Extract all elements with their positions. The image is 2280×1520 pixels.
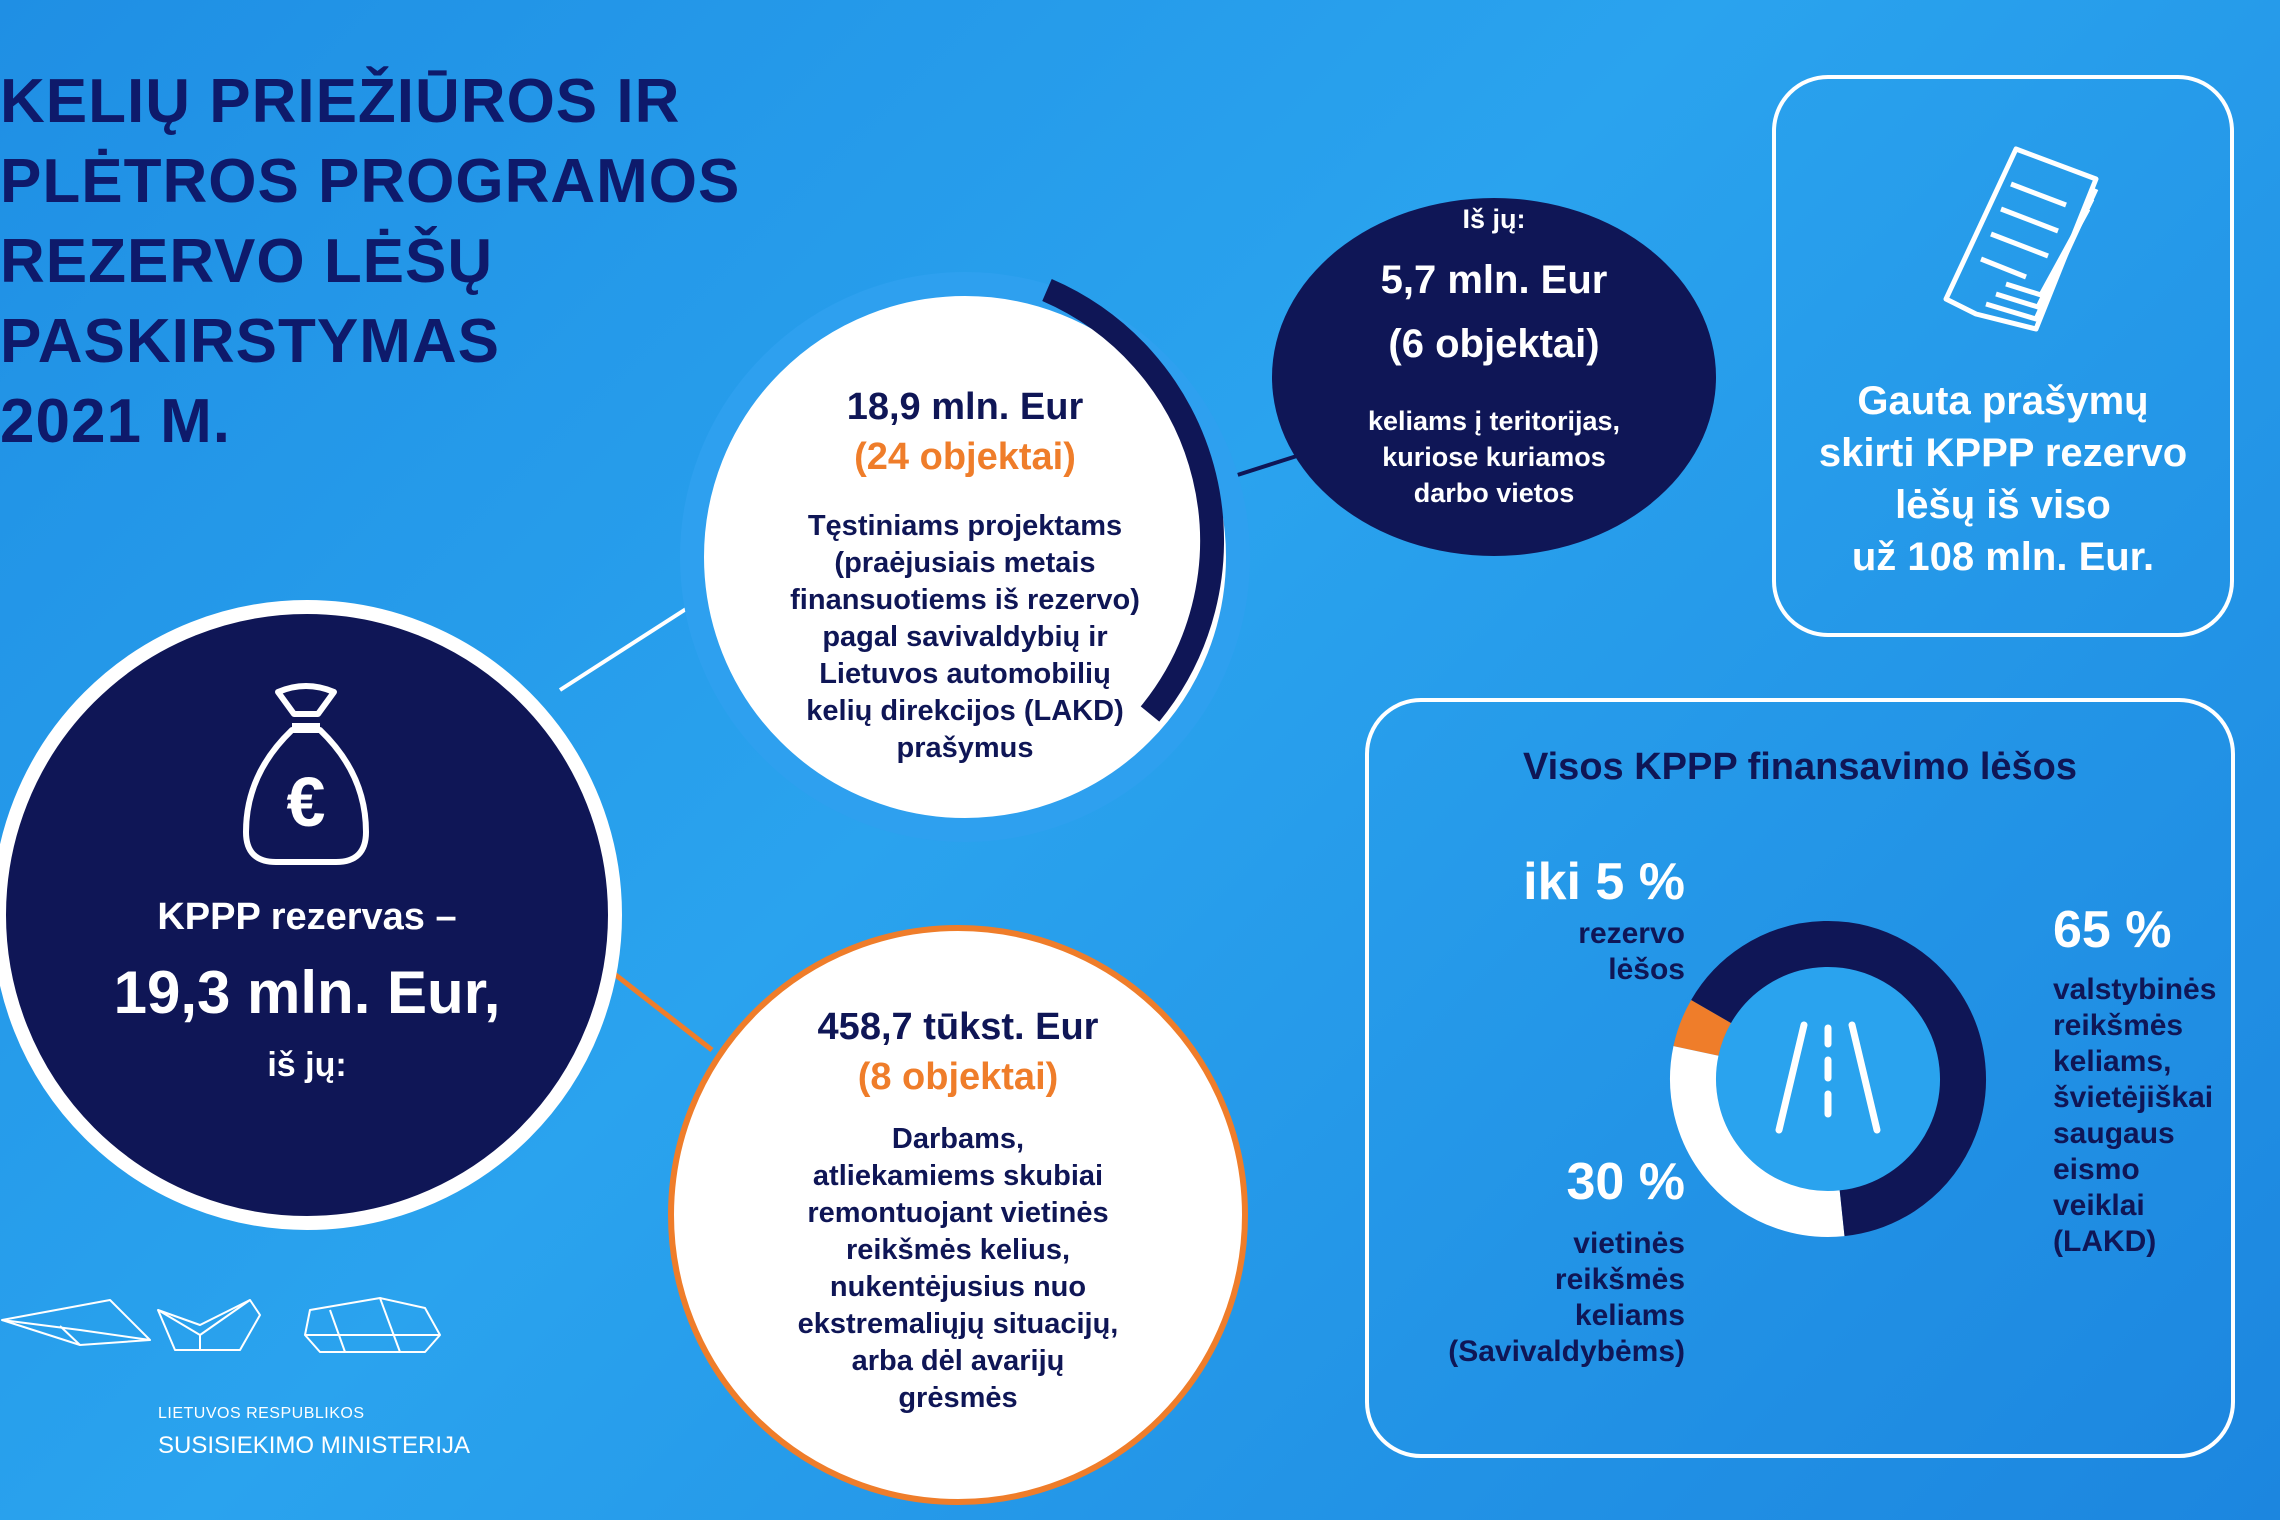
state-percent-label: valstybinės reikšmės keliams, švietėjišk… [2053, 973, 2217, 1258]
funding-box: Visos KPPP finansavimo lėšos iki 5 % rez… [1365, 698, 2235, 1458]
workplaces-objects: (6 objektai) [1388, 322, 1600, 366]
funding-donut-chart [1670, 921, 1986, 1237]
requests-box: Gauta prašymų skirti KPPP rezervo lėšų i… [1772, 75, 2234, 637]
state-percent: 65 % [2053, 901, 2172, 959]
donut-slice-local [1670, 1046, 1845, 1237]
continuing-value: 18,9 mln. Eur [846, 386, 1084, 428]
reserve-label: KPPP rezervas – [157, 896, 457, 938]
money-bag-euro-icon: € [243, 683, 369, 865]
ministry-logo-icon [1, 1297, 441, 1353]
logo-line-2: SUSISIEKIMO MINISTERIJA [158, 1432, 471, 1459]
continuing-description: Tęstiniams projektams (praėjusiais metai… [790, 510, 1140, 764]
local-percent: 30 % [1566, 1153, 1685, 1211]
workplaces-circle: Iš jų: 5,7 mln. Eur (6 objektai) keliams… [1272, 198, 1716, 556]
local-percent-label: vietinės reikšmės keliams (Savivaldybėms… [1448, 1227, 1685, 1368]
reserve-circle: € KPPP rezervas – 19,3 mln. Eur, iš jų: [0, 600, 622, 1230]
logo-line-1: LIETUVOS RESPUBLIKOS [158, 1405, 365, 1422]
urgent-works-circle: 458,7 tūkst. Eur (8 objektai) Darbams, a… [668, 925, 1248, 1505]
road-icon [1775, 1021, 1881, 1134]
svg-text:€: € [287, 763, 326, 841]
reserve-percent: iki 5 % [1523, 853, 1685, 911]
documents-icon [1943, 146, 2099, 332]
requests-text: Gauta prašymų skirti KPPP rezervo lėšų i… [1818, 379, 2188, 579]
workplaces-description: keliams į teritorijas, kuriose kuriamos … [1367, 406, 1621, 508]
urgent-description: Darbams, atliekamiems skubiai remontuoja… [797, 1123, 1119, 1414]
workplaces-label: Iš jų: [1462, 204, 1526, 234]
urgent-objects: (8 objektai) [857, 1056, 1059, 1098]
page-title: KELIŲ PRIEŽIŪROS IR PLĖTROS PROGRAMOS RE… [0, 67, 741, 456]
reserve-sub: iš jų: [267, 1046, 347, 1084]
progress-arc [1042, 278, 1225, 722]
workplaces-value: 5,7 mln. Eur [1380, 258, 1608, 302]
reserve-value: 19,3 mln. Eur, [113, 959, 501, 1026]
donut-slice-reserve [1673, 1000, 1732, 1057]
donut-slice-state [1691, 921, 1986, 1237]
reserve-percent-label: rezervo lėšos [1578, 917, 1685, 986]
funding-heading: Visos KPPP finansavimo lėšos [1522, 746, 2078, 788]
urgent-value: 458,7 tūkst. Eur [817, 1006, 1099, 1048]
continuing-objects: (24 objektai) [854, 436, 1076, 478]
continuing-projects-circle: 18,9 mln. Eur (24 objektai) Tęstiniams p… [680, 272, 1250, 842]
